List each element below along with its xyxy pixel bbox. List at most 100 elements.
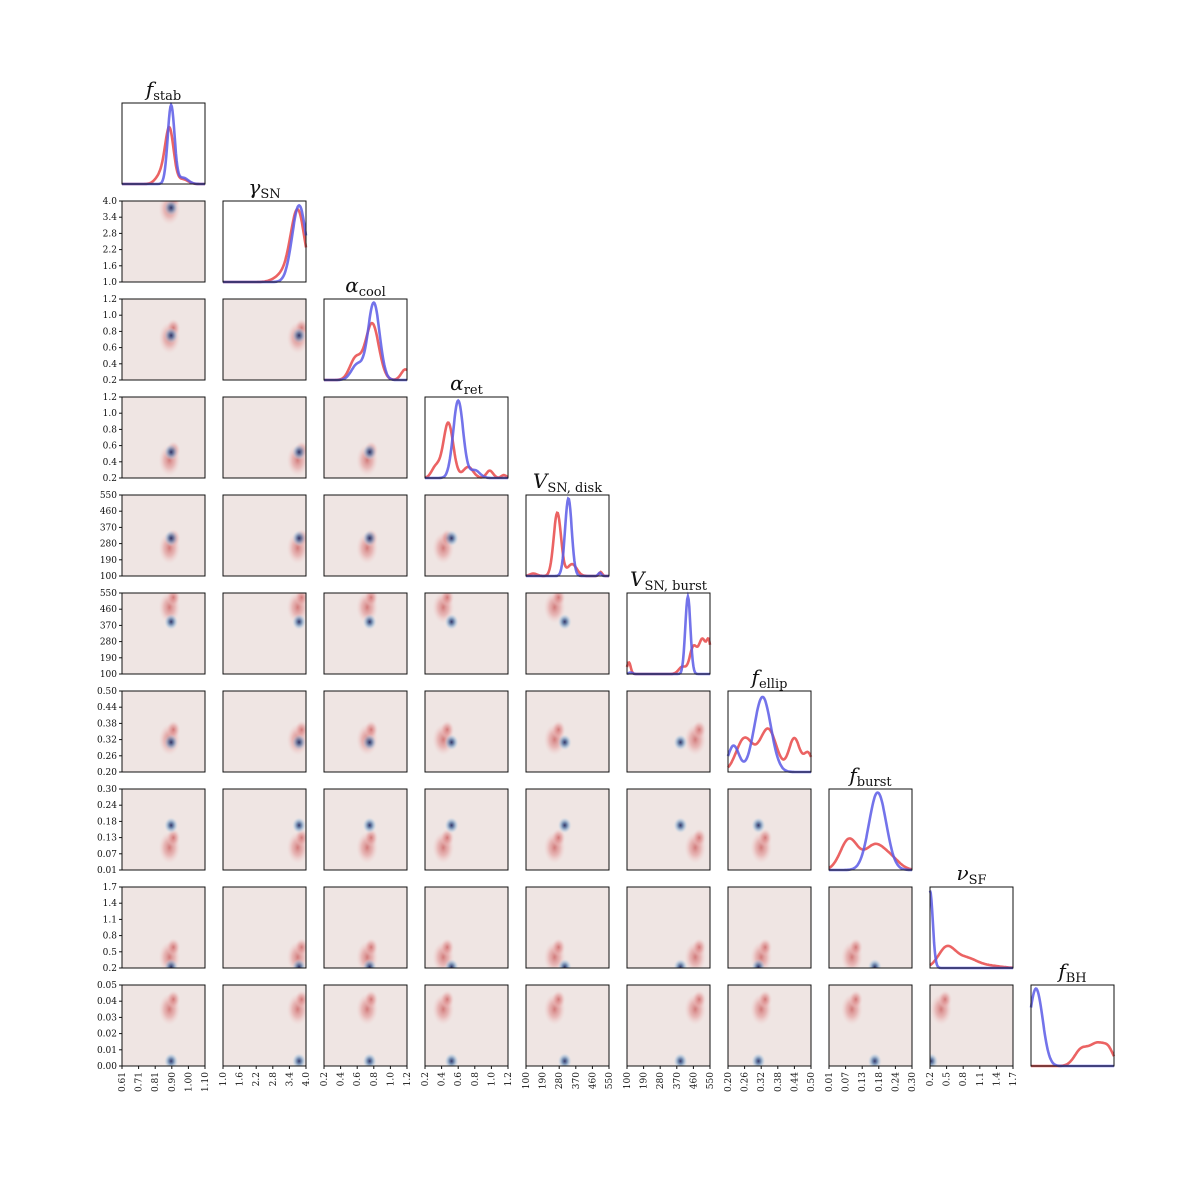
panel-5-3 [424, 592, 509, 675]
x-tick-label: 1.00 [184, 1072, 194, 1092]
red-density [364, 828, 379, 847]
blue-density [751, 958, 766, 968]
panel-frame [929, 886, 1014, 969]
x-tick-label: 1.1 [976, 1072, 986, 1086]
blue-density [164, 444, 179, 461]
panel-3-2 [323, 396, 408, 479]
x-tick-label: 0.30 [908, 1072, 918, 1092]
param-title: fellip [750, 665, 788, 692]
x-tick-label: 1.7 [1009, 1072, 1019, 1087]
blue-density [557, 817, 572, 834]
x-tick-label: 550 [605, 1072, 615, 1089]
y-tick-label: 0.8 [103, 425, 118, 435]
panel-frame [222, 788, 307, 871]
panel-9-7: 0.01 0.07 0.13 0.18 0.24 0.30 [825, 984, 918, 1092]
panel-8-5 [626, 886, 711, 969]
panel-frame [222, 298, 307, 381]
panel-frame [727, 690, 812, 773]
y-tick-label: 3.4 [103, 213, 118, 223]
panel-8-7 [828, 886, 913, 969]
panel-8-8: νSF [928, 861, 1014, 970]
x-tick-label: 0.50 [807, 1072, 817, 1092]
panel-8-1 [222, 886, 307, 969]
panel-7-6 [727, 788, 812, 871]
panel-4-1 [222, 494, 307, 577]
panel-frame [323, 298, 408, 381]
panel-frame [424, 396, 509, 479]
panel-9-3: 0.2 0.4 0.6 0.8 1.0 1.2 [421, 984, 514, 1087]
marginal-bg [627, 593, 710, 674]
panel-frame [323, 984, 408, 1067]
blue-density [292, 734, 306, 751]
x-tick-label: 0.5 [943, 1072, 953, 1087]
y-tick-label: 280 [100, 638, 117, 648]
panel-2-0: 0.2 0.4 0.6 0.8 1.0 1.2 [103, 295, 206, 386]
blue-density [164, 817, 179, 834]
x-tick-label: 0.24 [891, 1072, 901, 1092]
panel-8-4 [525, 886, 610, 969]
x-tick-label: 1.4 [992, 1072, 1002, 1087]
panel-0-0: fstab [121, 77, 206, 186]
x-tick-label: 4.0 [302, 1072, 312, 1087]
red-density [848, 990, 863, 1009]
x-tick-label: 1.0 [219, 1072, 229, 1087]
y-tick-label: 370 [100, 523, 117, 533]
x-tick-label: 0.18 [875, 1072, 885, 1092]
panel-4-2 [323, 494, 408, 577]
blue-density [292, 817, 306, 834]
panel-frame [424, 592, 509, 675]
red-density [364, 938, 379, 957]
y-tick-label: 0.4 [103, 360, 118, 370]
panel-4-4: VSN, disk [525, 469, 610, 578]
x-tick-label: 0.81 [151, 1072, 161, 1092]
panel-6-4 [525, 690, 610, 773]
red-density [551, 720, 566, 739]
panel-7-0: 0.01 0.07 0.13 0.18 0.24 0.30 [97, 785, 206, 876]
y-tick-label: 0.8 [103, 327, 118, 337]
panel-3-0: 0.2 0.4 0.6 0.8 1.0 1.2 [103, 393, 206, 484]
marginal-bg [930, 887, 1013, 968]
red-density [551, 938, 566, 957]
y-tick-label: 0.07 [97, 850, 117, 860]
blue-density [362, 734, 377, 751]
y-tick-label: 0.26 [97, 752, 117, 762]
panel-frame [626, 592, 711, 675]
y-tick-label: 280 [100, 540, 117, 550]
x-tick-label: 2.2 [252, 1072, 262, 1086]
blue-density [557, 958, 572, 968]
panel-9-2: 0.2 0.4 0.6 0.8 1.0 1.2 [320, 984, 413, 1086]
x-tick-label: 1.2 [504, 1072, 514, 1086]
red-density [294, 828, 306, 847]
panel-5-2 [323, 592, 408, 675]
panel-9-9: fBH [1029, 959, 1116, 1068]
blue-density [362, 817, 377, 834]
x-tick-label: 0.61 [118, 1072, 128, 1092]
red-density [166, 593, 181, 607]
blue-density [673, 734, 688, 751]
panel-frame [929, 984, 1014, 1067]
panel-frame [525, 984, 610, 1067]
red-density [692, 938, 707, 957]
y-tick-label: 1.0 [103, 311, 118, 321]
panel-7-5 [626, 788, 711, 871]
panel-6-0: 0.20 0.26 0.32 0.38 0.44 0.50 [97, 687, 206, 778]
x-tick-label: 0.2 [421, 1072, 431, 1086]
panel-frame [323, 788, 408, 871]
red-density [938, 990, 953, 1009]
red-density [692, 720, 707, 739]
panel-4-3 [424, 494, 509, 577]
red-marginal-line [424, 421, 509, 479]
panel-frame [424, 886, 509, 969]
panel-frame [626, 690, 711, 773]
panel-frame [222, 592, 307, 675]
panel-8-0: 0.2 0.5 0.8 1.1 1.4 1.7 [103, 883, 206, 974]
panel-frame [222, 984, 307, 1067]
panel-frame [121, 298, 206, 381]
blue-density [557, 734, 572, 751]
y-tick-label: 550 [100, 491, 117, 501]
panel-7-2 [323, 788, 408, 871]
x-tick-label: 0.6 [454, 1072, 464, 1087]
panel-frame [525, 494, 610, 577]
panel-frame [121, 102, 206, 185]
y-tick-label: 190 [100, 556, 117, 566]
